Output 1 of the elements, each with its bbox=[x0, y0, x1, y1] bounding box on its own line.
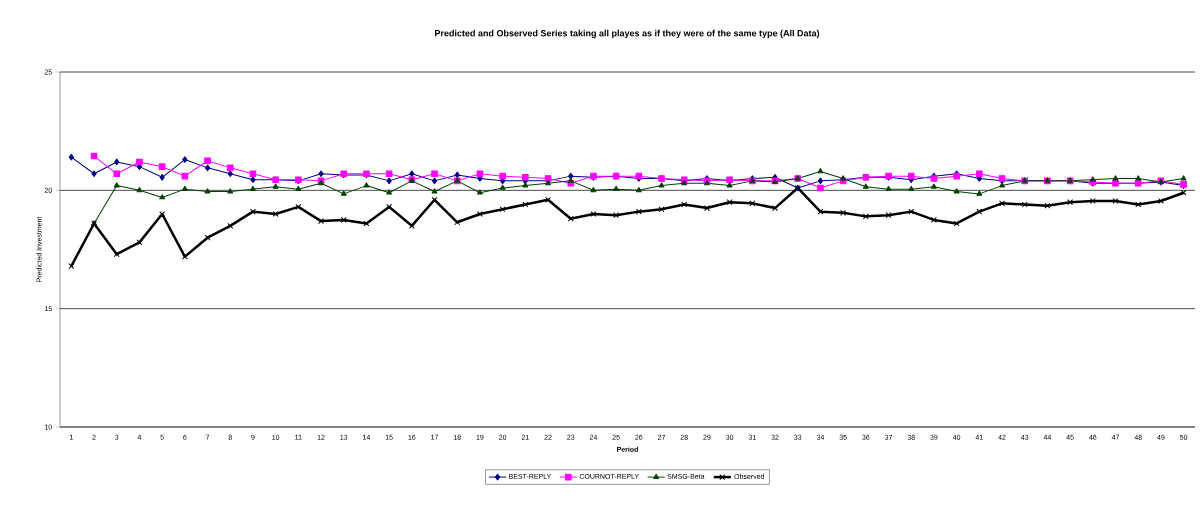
chart-title: Predicted and Observed Series taking all playes as if they were of the same type (All Data) bbox=[435, 29, 820, 39]
